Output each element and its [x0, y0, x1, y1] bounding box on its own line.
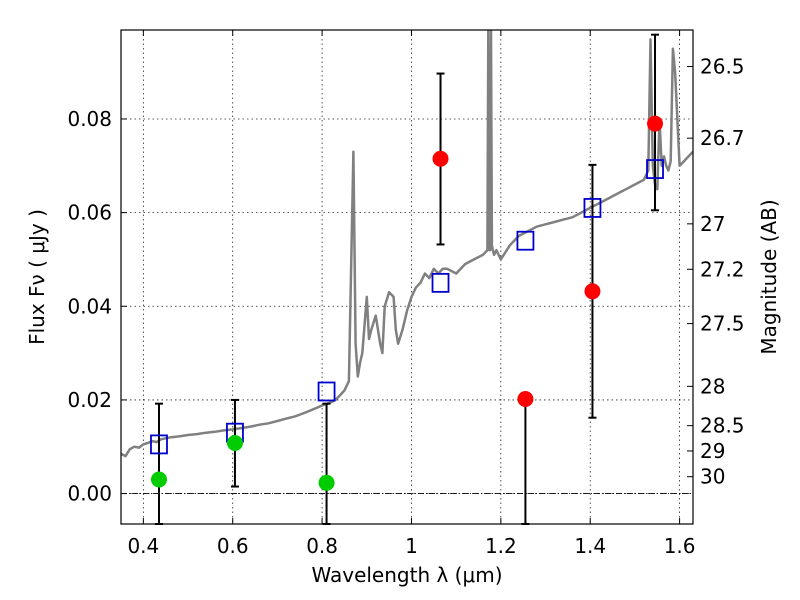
- model-photometry-square: [583, 198, 602, 218]
- upper-limit-point: [226, 434, 243, 451]
- magnitude-tick-label: 26.5: [700, 55, 745, 79]
- magnitude-tick-label: 26.7: [700, 126, 745, 150]
- upper-limit-point: [318, 474, 335, 491]
- magnitude-tick-label: 28.5: [700, 414, 745, 438]
- magnitude-tick-label: 30: [700, 465, 725, 489]
- detection-point: [647, 115, 664, 132]
- model-photometry-square: [516, 230, 535, 251]
- magnitude-tick-label: 27.5: [700, 312, 745, 336]
- y-axis-ticks: 0.00 0.02 0.04 0.06 0.08: [67, 107, 127, 506]
- plot-frame: [120, 29, 694, 525]
- model-photometry-square: [646, 159, 664, 179]
- x-tick-label: 1.4: [574, 534, 606, 558]
- magnitude-tick-label: 27: [700, 212, 725, 236]
- error-bars: [154, 33, 660, 525]
- x-tick-label: 0.6: [217, 534, 249, 558]
- data-markers: [150, 115, 664, 491]
- x-tick-label: 1: [405, 534, 418, 558]
- magnitude-tick-label: 28: [700, 374, 725, 398]
- magnitude-tick-label: 27.2: [700, 257, 745, 281]
- detection-point: [584, 283, 601, 300]
- x-tick-label: 1.2: [485, 534, 517, 558]
- x-tick-label: 1.6: [664, 534, 696, 558]
- y-tick-label: 0.04: [67, 294, 112, 318]
- y-tick-label: 0.08: [67, 107, 112, 131]
- upper-limit-point: [150, 471, 167, 488]
- model-spectrum-line: [121, 30, 693, 458]
- right-axis-title: Magnitude (AB): [757, 199, 781, 354]
- y-axis-title: Flux Fν ( μJy ): [25, 209, 49, 345]
- detection-point: [432, 150, 449, 167]
- y-tick-label: 0.00: [67, 482, 112, 506]
- model-photometry-square: [150, 434, 168, 455]
- y-tick-label: 0.06: [67, 201, 112, 225]
- x-axis-ticks: 0.4 0.6 0.8 1 1.2 1.4 1.6: [127, 30, 696, 558]
- detection-point: [517, 390, 534, 407]
- x-tick-label: 0.8: [306, 534, 338, 558]
- magnitude-tick-label: 29: [700, 439, 725, 463]
- y-tick-label: 0.02: [67, 388, 112, 412]
- x-axis-title: Wavelength λ (μm): [311, 563, 502, 587]
- model-photometry-square: [431, 272, 450, 293]
- x-tick-label: 0.4: [127, 534, 159, 558]
- grid-lines: [121, 30, 693, 524]
- model-photometry-square: [317, 381, 336, 402]
